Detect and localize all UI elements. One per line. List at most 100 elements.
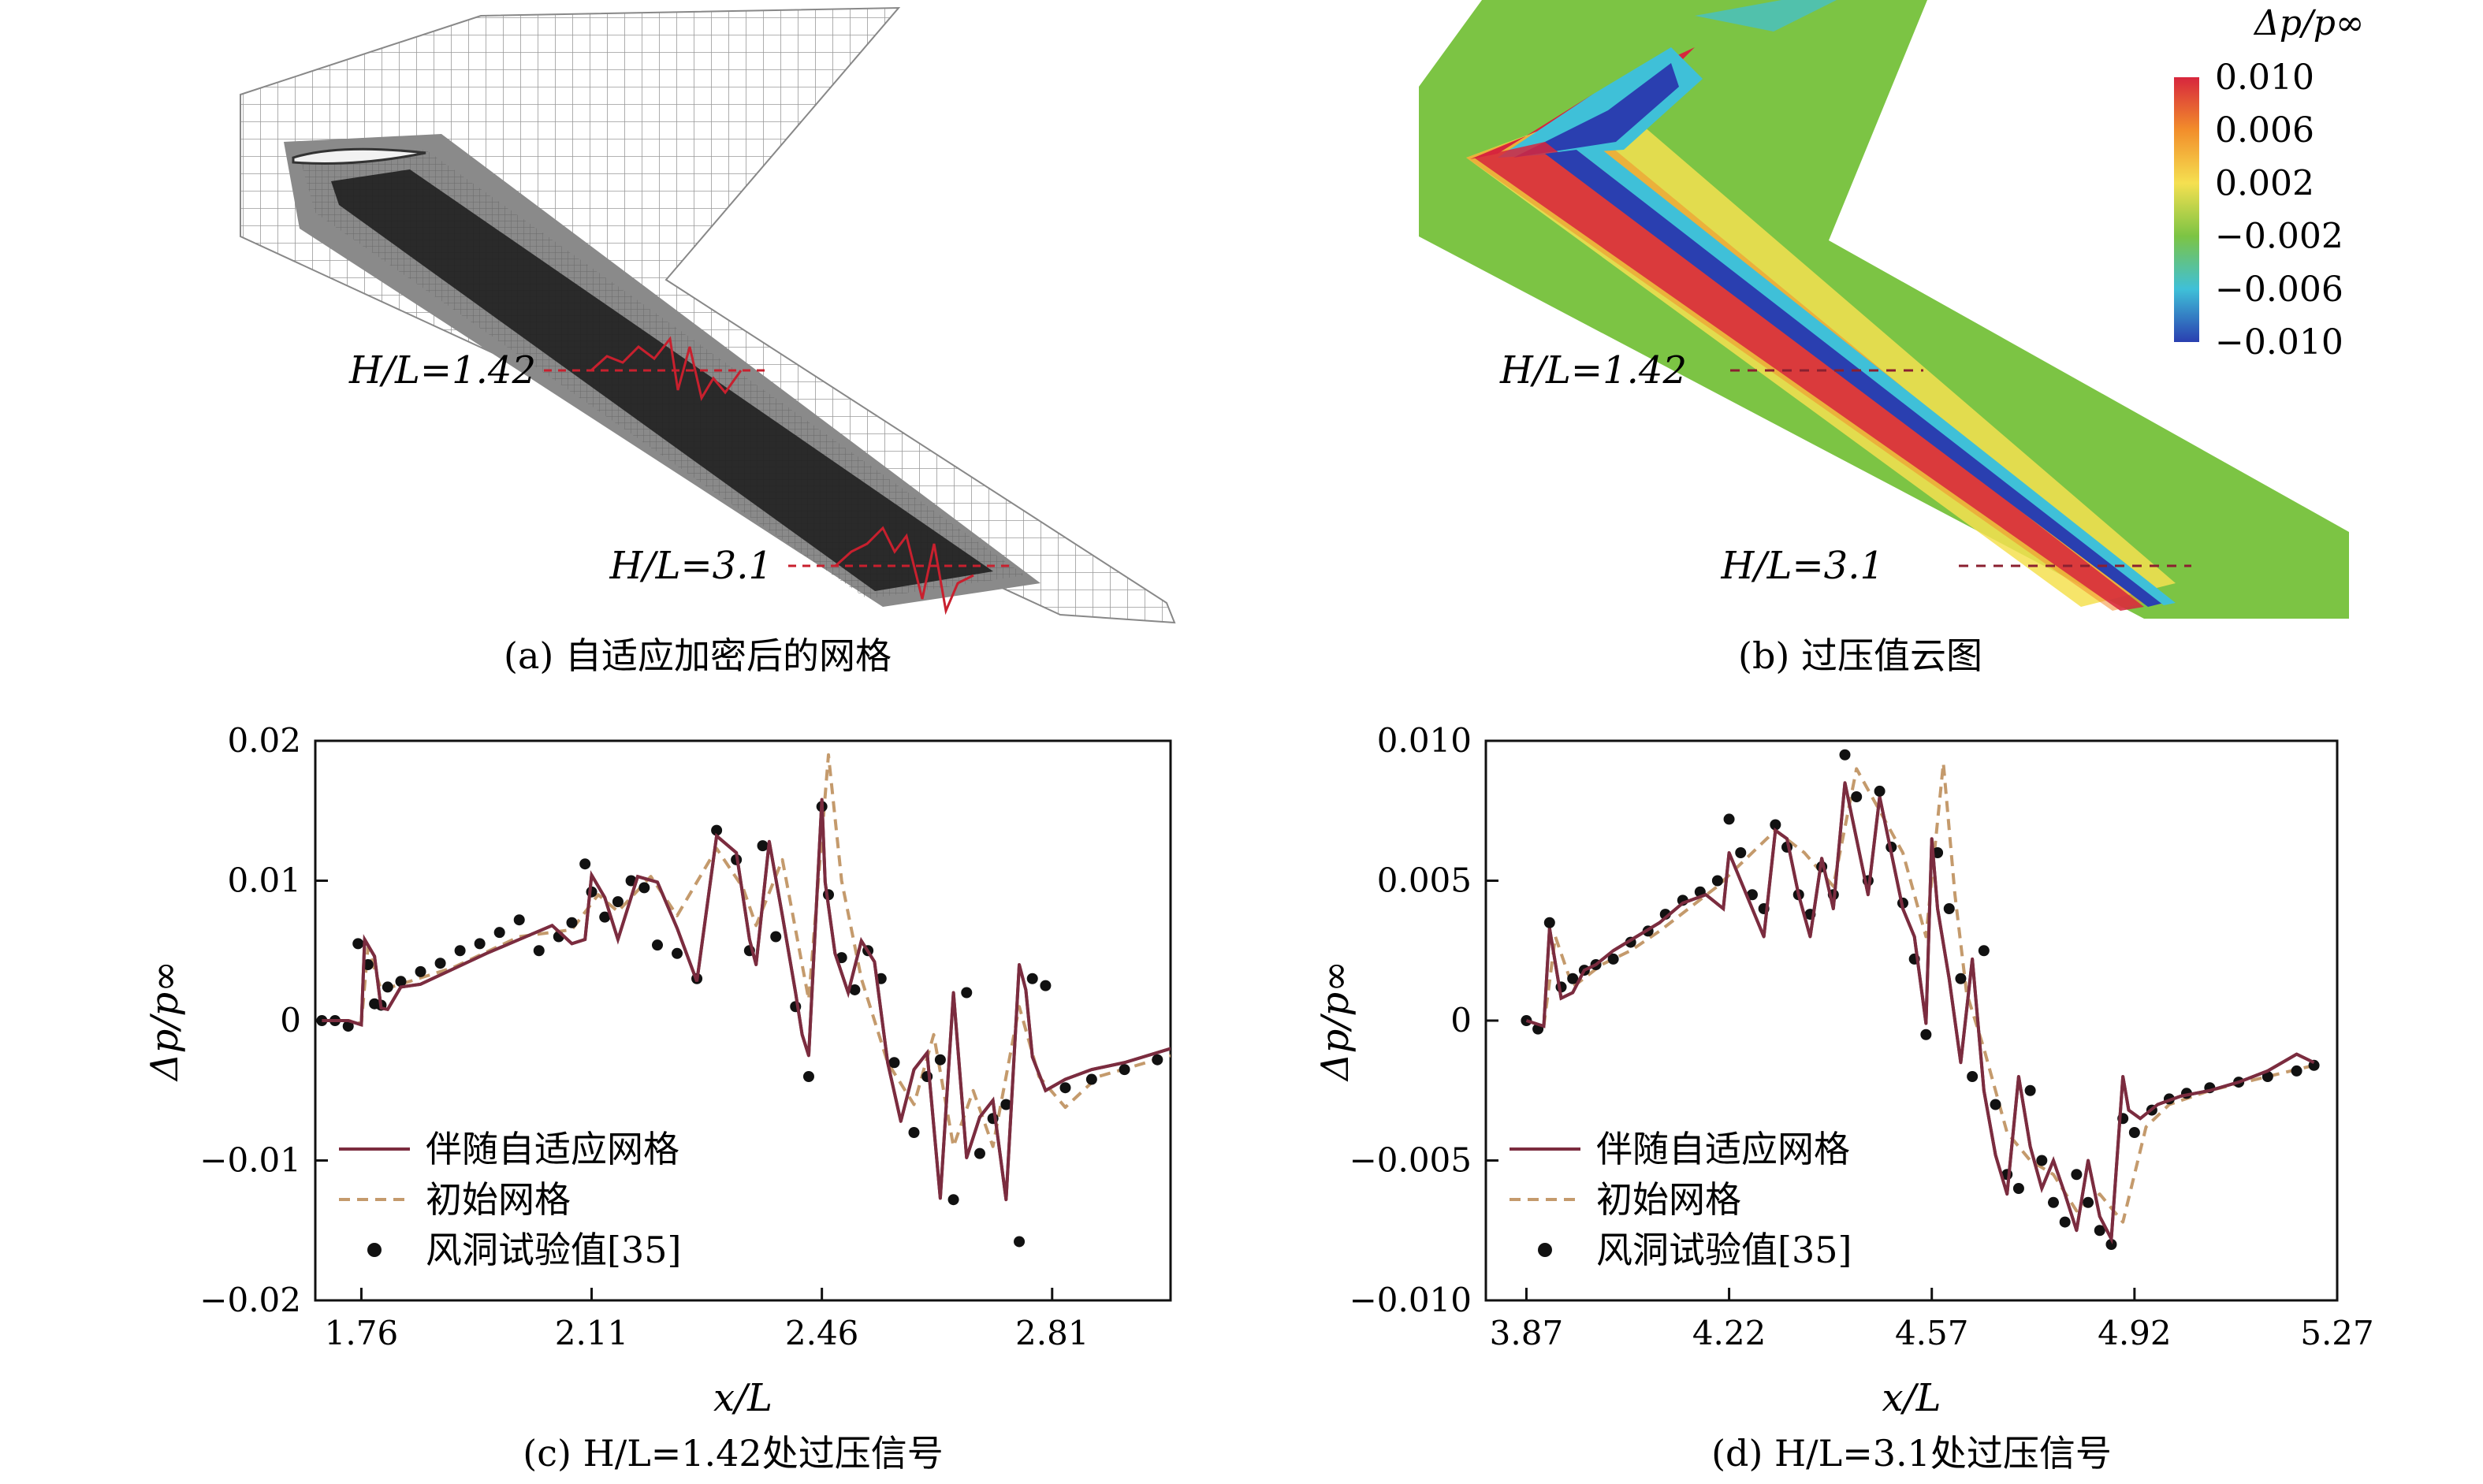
x-tick-label: 4.22 [1692,1314,1766,1352]
y-tick-label: 0 [1450,1001,1472,1040]
experiment-point [2071,1169,2083,1181]
y-axis-label: Δp/p∞ [1313,961,1357,1082]
experiment-point [1567,973,1579,984]
experiment-point [2291,1065,2302,1077]
experiment-point [2094,1225,2105,1237]
experiment-point [533,945,545,957]
experiment-point [1851,791,1863,802]
caption-a: (a) 自适应加密后的网格 [504,634,892,677]
experiment-point [2048,1196,2059,1208]
legend-marker [367,1243,382,1257]
panel-a-mesh: H/L=1.42 H/L=3.1 [240,6,1176,624]
experiment-point [1000,1099,1012,1110]
experiment-point [1967,1071,1979,1082]
legend-label: 风洞试验值[35] [426,1229,681,1271]
experiment-point [1955,973,1967,984]
x-tick-label: 5.27 [2300,1314,2374,1352]
experiment-point [1990,1099,2001,1110]
experiment-point [1711,875,1723,887]
colorbar-gradient [2174,77,2199,342]
x-tick-label: 4.92 [2098,1314,2172,1352]
experiment-point [1839,749,1851,761]
experiment-point [652,939,663,951]
experiment-point [672,947,683,959]
experiment-point [352,938,364,950]
experiment-point [1014,1236,1026,1248]
label-b-hl-142: H/L=1.42 [1499,348,1687,392]
colorbar-tick-label: 0.006 [2215,110,2314,151]
adaptive-mesh-line-top [322,799,1171,1200]
experiment-point [1746,889,1758,901]
legend-label: 初始网格 [1596,1178,1741,1221]
caption-c: (c) H/L=1.42处过压信号 [523,1432,943,1475]
x-tick-label: 2.11 [555,1314,629,1352]
y-tick-label: −0.010 [1349,1281,1472,1319]
x-axis-label: x/L [1882,1376,1941,1420]
experiment-point [2059,1216,2071,1228]
label-b-hl-31: H/L=3.1 [1721,544,1884,588]
experiment-point [2012,1183,2024,1194]
y-tick-label: −0.005 [1349,1141,1472,1180]
experiment-point [1119,1064,1130,1076]
colorbar-title: Δp/p∞ [2253,3,2365,43]
experiment-point [599,911,611,923]
experiment-point [513,914,525,926]
experiment-point [566,917,578,928]
experiment-point [947,1194,959,1206]
x-tick-label: 1.76 [325,1314,399,1352]
legend-label: 伴随自适应网格 [1596,1128,1850,1170]
experiment-point [1932,847,1944,858]
legend-label: 风洞试验值[35] [1596,1229,1852,1271]
colorbar-tick-label: 0.002 [2215,163,2314,203]
experiment-point [711,824,723,836]
chart-c: 1.76 2.11 2.46 2.81 0.02 0.01 0 −0.01 −0.02 x/L Δp… [143,721,1172,1475]
y-axis-label: Δp/p∞ [143,961,187,1082]
y-tick-label: 0.01 [227,861,301,900]
x-axis-label: x/L [713,1376,772,1420]
experiment-point [1059,1082,1071,1094]
experiment-point [474,938,486,950]
experiment-point [908,1127,920,1138]
plot-area [1521,749,2320,1250]
experiment-point [888,1057,900,1069]
experiment-point [1874,785,1886,797]
panel-b-contour: H/L=1.42 H/L=3.1 [1419,0,2349,619]
chart-d: 3.87 4.22 4.57 4.92 5.27 0.010 0.005 0 −0.005 −0.… [1313,721,2374,1475]
legend-label: 伴随自适应网格 [426,1128,679,1170]
experiment-point [415,965,426,977]
experiment-point [1543,917,1555,928]
experiment-point [961,987,973,999]
caption-b: (b) 过压值云图 [1738,634,1982,677]
experiment-point [2128,1127,2140,1138]
label-a-hl-31: H/L=3.1 [609,544,772,588]
experiment-point [2036,1155,2048,1166]
experiment-point [342,1021,354,1032]
colorbar-tick-label: −0.006 [2215,270,2343,310]
probe-lines-a [544,336,1009,616]
experiment-point [638,882,650,894]
x-tick-label: 2.81 [1015,1314,1089,1352]
experiment-point [1723,813,1735,825]
legend-marker [1538,1243,1552,1257]
experiment-point [1920,1028,1932,1040]
experiment-point [1735,847,1747,858]
experiment-point [1770,819,1781,831]
colorbar-tick-label: −0.010 [2215,322,2343,363]
initial-mesh-line [1525,761,2315,1224]
experiment-point [770,931,782,943]
experiment-point [1152,1054,1163,1066]
experiment-point [2083,1196,2094,1208]
experiment-point [395,976,407,987]
experiment-point [579,858,591,870]
colorbar: Δp/p∞ 0.010 0.006 0.002 −0.002 −0.006 −0.010 [2174,3,2365,363]
experiment-point [493,927,505,939]
experiment-point [757,840,769,852]
experiment-point [1607,953,1619,965]
experiment-point [849,984,861,995]
x-tick-label: 4.57 [1895,1314,1969,1352]
experiment-point [382,981,393,993]
y-tick-label: −0.02 [199,1281,301,1319]
experiment-point [434,958,446,969]
y-tick-label: 0 [280,1001,301,1040]
